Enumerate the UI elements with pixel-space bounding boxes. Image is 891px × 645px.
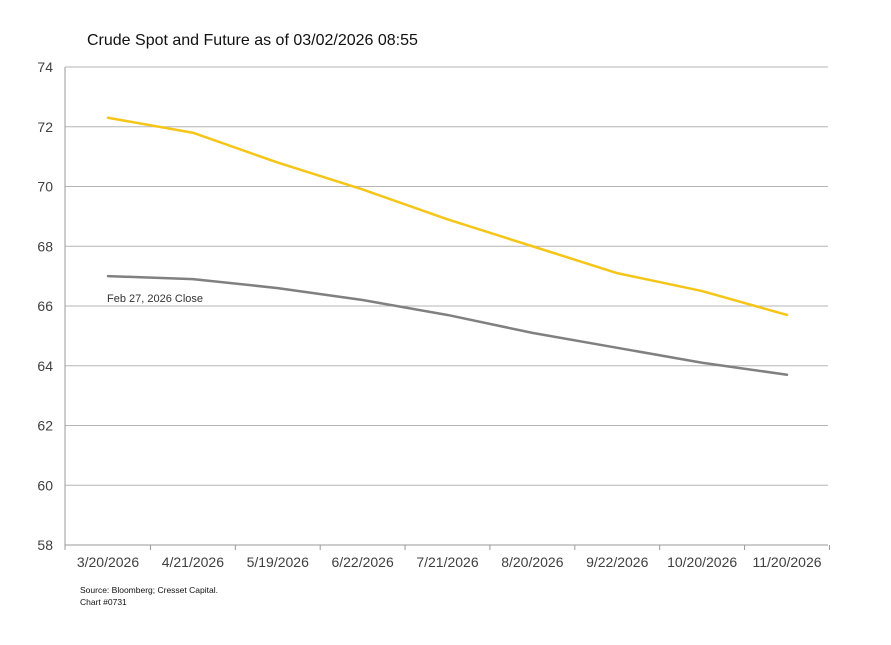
- y-tick-label: 60: [37, 477, 53, 493]
- x-tick-label: 3/20/2026: [77, 554, 139, 570]
- y-tick-label: 74: [37, 59, 53, 75]
- x-tick-label: 4/21/2026: [162, 554, 224, 570]
- chart-title: Crude Spot and Future as of 03/02/2026 0…: [87, 32, 418, 49]
- x-tick-label: 9/22/2026: [586, 554, 648, 570]
- chart-id-note: Chart #0731: [80, 597, 127, 607]
- y-tick-labels: 58 60 62 64 66 68 70 72 74: [37, 59, 53, 553]
- x-tick-label: 5/19/2026: [247, 554, 309, 570]
- y-tick-label: 58: [37, 537, 53, 553]
- x-tick-label: 6/22/2026: [331, 554, 393, 570]
- y-tick-label: 62: [37, 418, 53, 434]
- series-annotation-label: Feb 27, 2026 Close: [107, 293, 203, 305]
- series-line-1: [106, 116, 789, 317]
- x-tick-labels: 3/20/2026 4/21/2026 5/19/2026 6/22/2026 7/21…: [77, 554, 822, 570]
- x-tick-label: 7/21/2026: [416, 554, 478, 570]
- y-tick-label: 72: [37, 119, 53, 135]
- source-note: Source: Bloomberg; Cresset Capital.: [80, 585, 218, 595]
- y-tick-label: 68: [37, 238, 53, 254]
- x-tick-label: 10/20/2026: [667, 554, 737, 570]
- series-lines: [106, 116, 789, 376]
- y-tick-label: 70: [37, 179, 53, 195]
- gridlines: [65, 66, 828, 486]
- y-tick-label: 66: [37, 298, 53, 314]
- series-line-2: [106, 274, 789, 376]
- y-tick-label: 64: [37, 358, 53, 374]
- x-tick-label: 11/20/2026: [752, 554, 821, 570]
- axes: [64, 67, 830, 550]
- x-tick-label: 8/20/2026: [501, 554, 563, 570]
